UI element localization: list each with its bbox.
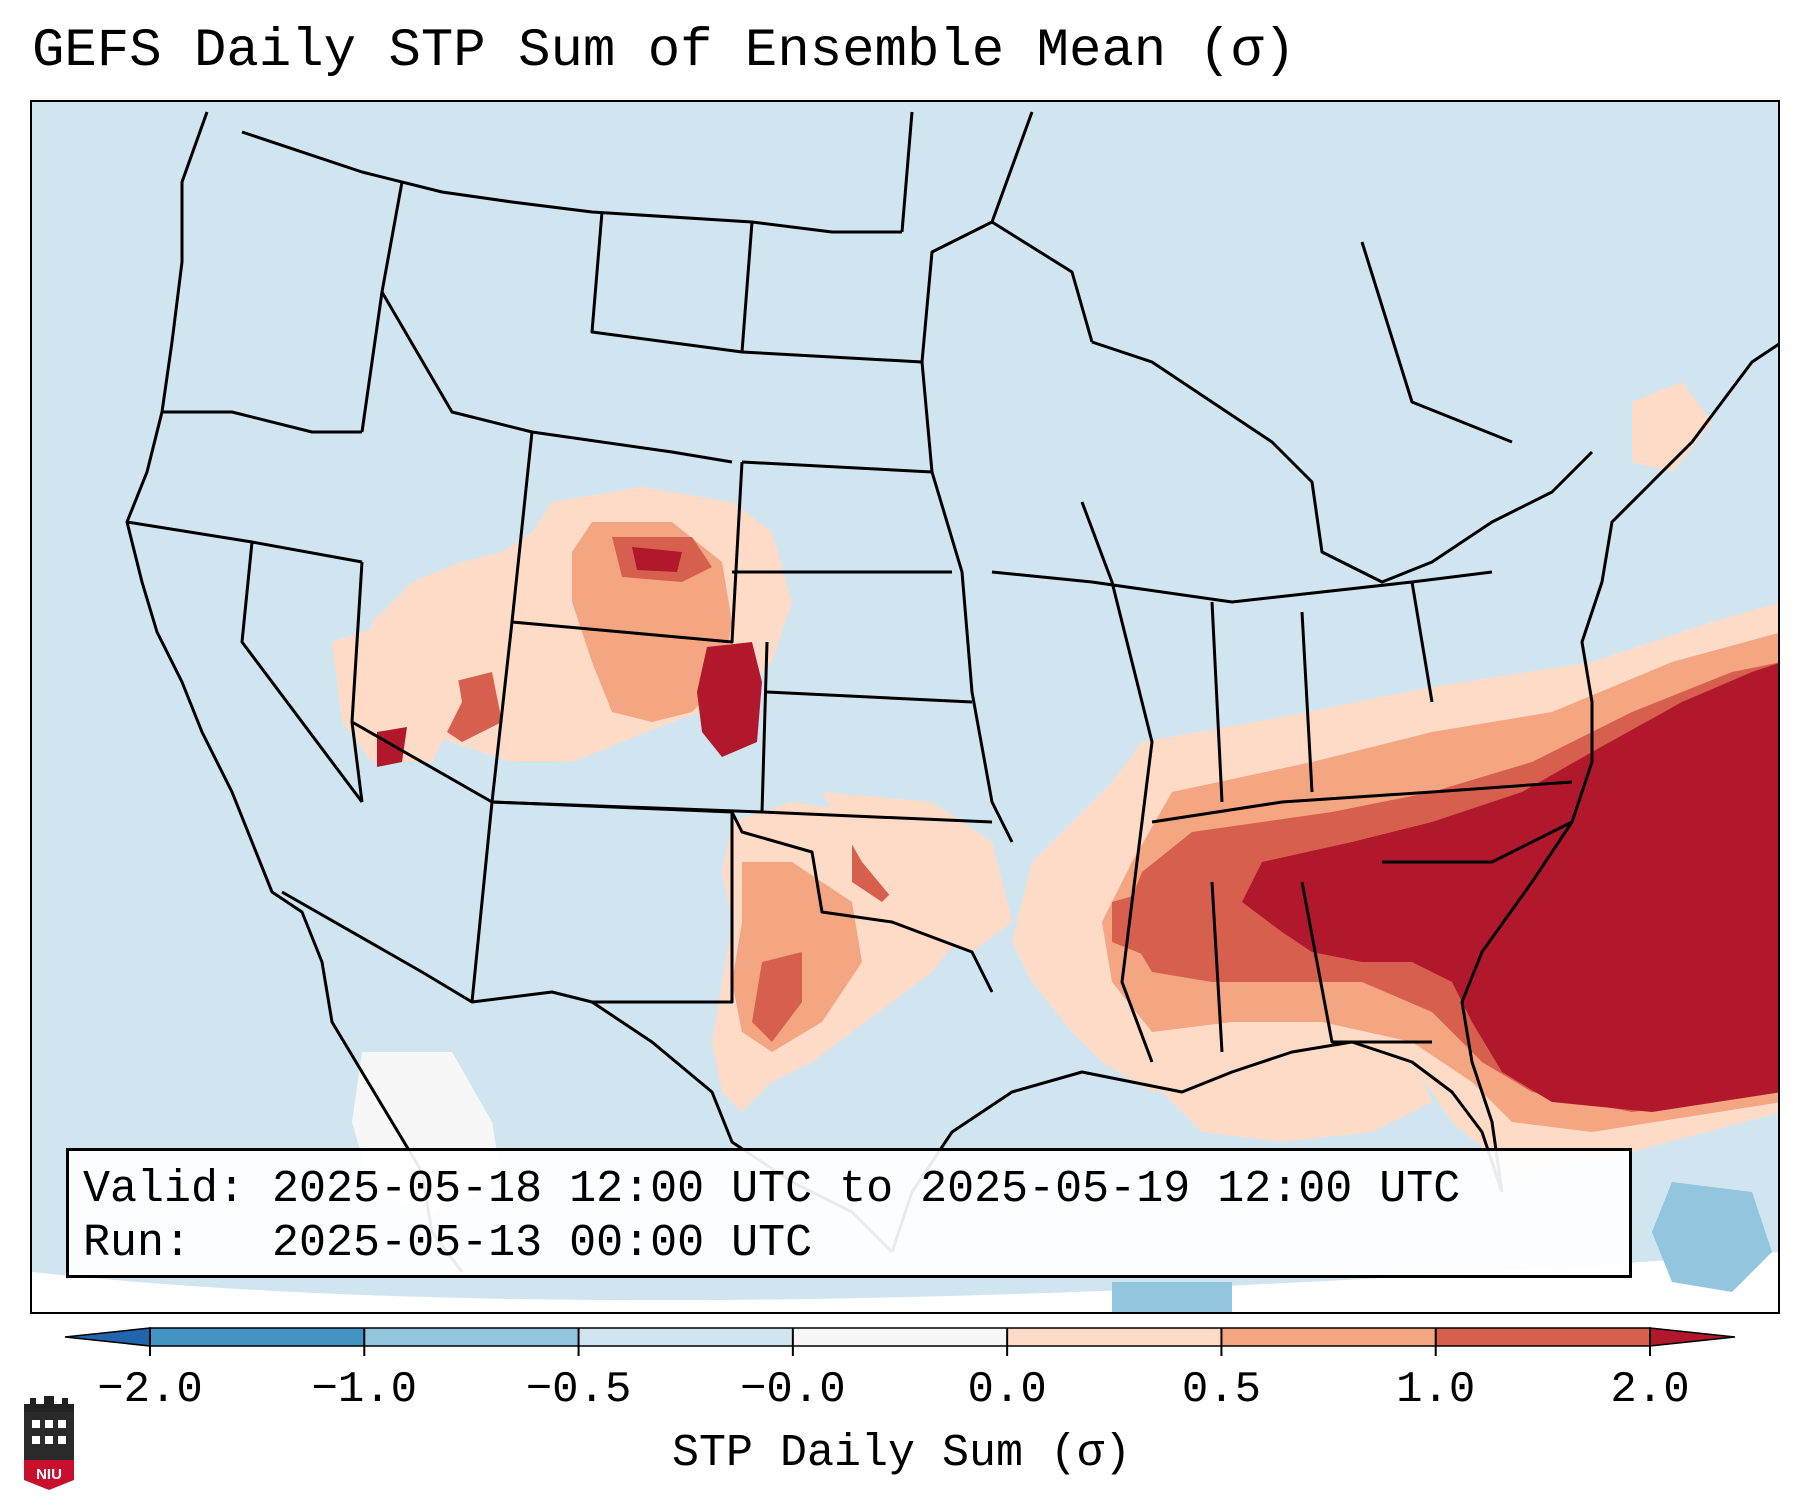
ne-ks-line [766, 690, 973, 704]
nv-ca-border [240, 541, 364, 803]
colorbar-label: STP Daily Sum (σ) [671, 1428, 1132, 1479]
niu-logo-text: NIU [36, 1466, 62, 1483]
border-canada-west [241, 130, 902, 234]
nd-sd-ne-ks [741, 460, 1014, 843]
state-boundaries [125, 111, 1778, 1273]
southeast-states [1210, 820, 1573, 1053]
colorbar-segments [64, 1327, 1736, 1347]
valid-value: 2025-05-18 12:00 UTC to 2025-05-19 12:00… [272, 1164, 1461, 1215]
anomaly-region-extreme-atlantic [1472, 703, 1778, 1112]
anomaly-region-extreme-wyoming [632, 547, 682, 572]
anomaly-region-light-utah [332, 622, 462, 762]
utah-az-border [351, 720, 493, 804]
colorbar-segment [792, 1328, 1008, 1346]
colorbar-over-triangle [1649, 1327, 1736, 1347]
colorbar-segment [150, 1328, 365, 1346]
atlantic-coast [1460, 342, 1778, 1193]
colorbar-tick-label: −0.0 [740, 1365, 846, 1415]
ohio-tennessee [1151, 780, 1573, 824]
mississippi-river [1080, 501, 1154, 1063]
colorbar: −2.0 −1.0 −0.5 −0.0 0.0 0.5 1.0 2.0 [64, 1327, 1736, 1415]
niu-logo-icon: NIU [24, 1396, 74, 1490]
colorbar-tick-label: 0.5 [1182, 1365, 1261, 1415]
id-west [360, 181, 404, 433]
montana-north [590, 211, 754, 354]
validity-info-box: Valid: 2025-05-18 12:00 UTC to 2025-05-1… [66, 1148, 1632, 1278]
colorbar-segment [1435, 1328, 1650, 1346]
mn-border [920, 220, 1094, 363]
anomaly-region-negative-caribbean [1652, 1182, 1772, 1292]
anomaly-region-strong-texas [752, 952, 802, 1042]
anomaly-region-extreme-colorado [697, 642, 762, 757]
gulf-coast [890, 1040, 1504, 1253]
wa-or-border [162, 410, 362, 434]
colorbar-ticks: −2.0 −1.0 −0.5 −0.0 0.0 0.5 1.0 2.0 [97, 1328, 1690, 1415]
wyoming-box [510, 431, 744, 644]
nm-tx [491, 800, 734, 1004]
az-mexico [281, 890, 593, 1004]
colorbar-under-triangle [64, 1327, 151, 1347]
run-label: Run: [83, 1218, 192, 1269]
tx-panhandle [730, 811, 994, 993]
colorbar-tick-label: −1.0 [311, 1365, 417, 1415]
or-ca-border [126, 520, 363, 564]
run-value: 2025-05-13 00:00 UTC [272, 1218, 813, 1269]
canada-lines [900, 111, 1513, 444]
colorbar-segment [578, 1328, 793, 1346]
stp-map [32, 111, 1778, 1312]
colorbar-segment [1007, 1328, 1222, 1346]
stp-anomaly-shading [332, 382, 1778, 1312]
anomaly-region-light-oklahoma [822, 792, 1012, 952]
midwest-lines [991, 570, 1493, 803]
pacific-coast [125, 111, 464, 1273]
map-panel [30, 100, 1780, 1314]
colorbar-tick-label: −0.5 [526, 1365, 632, 1415]
chart-title: GEFS Daily STP Sum of Ensemble Mean (σ) [32, 21, 1296, 82]
colorbar-tick-label: 1.0 [1396, 1365, 1475, 1415]
outside-domain [32, 1252, 1778, 1312]
valid-line: Valid: 2025-05-18 12:00 UTC to 2025-05-1… [83, 1163, 1615, 1217]
colorbar-tick-label: 0.0 [968, 1365, 1047, 1415]
montana-south [380, 291, 733, 464]
great-lakes [1091, 340, 1594, 584]
run-line: Run: 2025-05-13 00:00 UTC [83, 1217, 1615, 1271]
anomaly-region-strong-new-england [1632, 382, 1712, 472]
anomaly-region-light-gulf-coast [1152, 1042, 1432, 1142]
valid-label: Valid: [83, 1164, 246, 1215]
anomaly-region-strong-georgia [1112, 882, 1242, 962]
az-nm [470, 801, 494, 1003]
anomaly-region-extreme-nevada [377, 727, 407, 767]
colorbar-tick-label: −2.0 [97, 1365, 203, 1415]
colorbar-tick-label: 2.0 [1610, 1365, 1689, 1415]
anomaly-region-negative-gulf [1112, 1282, 1232, 1312]
colorbar-segment [1221, 1328, 1436, 1346]
nd-sd-line [741, 350, 934, 473]
ks-ok-line [761, 810, 993, 824]
colorbar-segment [364, 1328, 579, 1346]
